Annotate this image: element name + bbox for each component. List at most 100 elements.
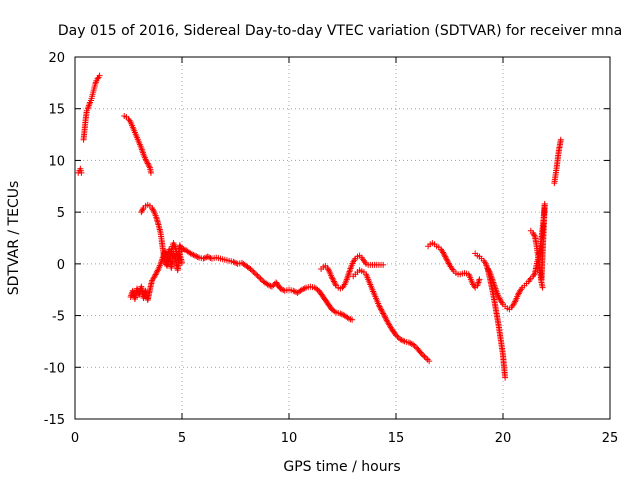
- data-point: [190, 251, 197, 258]
- y-tick-label: 15: [48, 103, 65, 118]
- data-point: [251, 270, 258, 277]
- data-point: [253, 271, 260, 278]
- data-point: [248, 267, 255, 274]
- x-tick-label: 0: [71, 431, 79, 446]
- data-point: [144, 160, 151, 167]
- data-point: [330, 278, 337, 285]
- data-point: [278, 286, 285, 293]
- data-point: [151, 274, 158, 281]
- data-point: [151, 272, 158, 279]
- data-point: [144, 159, 151, 166]
- y-tick-label: -10: [44, 361, 65, 376]
- data-point: [268, 283, 275, 290]
- data-point: [539, 284, 546, 291]
- data-point: [514, 291, 521, 298]
- data-point: [337, 310, 344, 317]
- data-point: [349, 316, 356, 323]
- data-point: [331, 279, 338, 286]
- data-point: [138, 209, 145, 216]
- data-point: [201, 254, 208, 261]
- axis-ticks: [74, 56, 611, 420]
- y-tick-labels: -15 -10 -5 0 5 10 15 20: [44, 51, 65, 428]
- data-point: [383, 316, 390, 323]
- data-point: [421, 353, 428, 360]
- data-point: [254, 272, 261, 279]
- data-point: [152, 271, 159, 278]
- data-point: [149, 205, 156, 212]
- data-point: [512, 298, 519, 305]
- data-point: [418, 350, 425, 357]
- data-point: [264, 281, 271, 288]
- data-point: [179, 245, 185, 252]
- data-point: [380, 311, 387, 318]
- data-point: [200, 255, 207, 262]
- data-point: [277, 285, 284, 292]
- data-point: [146, 163, 153, 170]
- data-point: [411, 342, 418, 349]
- data-point: [515, 290, 522, 297]
- data-point: [154, 268, 161, 275]
- data-point: [441, 252, 448, 259]
- data-point: [379, 309, 386, 316]
- data-point: [476, 276, 483, 283]
- data-point: [486, 268, 493, 275]
- data-point: [94, 75, 101, 82]
- plot-frame: [74, 56, 611, 420]
- data-point: [331, 308, 338, 315]
- y-tick-label: 20: [48, 51, 65, 66]
- x-tick-labels: 0 5 10 15 20 25: [71, 431, 618, 446]
- data-point: [206, 254, 213, 261]
- data-point: [325, 266, 332, 273]
- x-tick-label: 25: [602, 431, 619, 446]
- data-point: [378, 306, 385, 313]
- data-point: [188, 251, 195, 258]
- data-point: [267, 282, 274, 289]
- data-point: [380, 310, 387, 317]
- data-point: [139, 207, 146, 214]
- data-point: [502, 374, 509, 381]
- data-point: [444, 257, 451, 264]
- data-point: [405, 339, 412, 346]
- data-point: [557, 136, 564, 143]
- data-point: [298, 286, 305, 293]
- data-point: [400, 337, 407, 344]
- data-point: [511, 299, 518, 306]
- data-point: [378, 307, 385, 314]
- data-point: [247, 266, 254, 273]
- data-point: [324, 264, 331, 271]
- data-point: [475, 279, 482, 286]
- data-point: [496, 295, 503, 302]
- data-point: [440, 250, 447, 257]
- data-point: [398, 337, 405, 344]
- data-point: [393, 332, 399, 339]
- data-point: [375, 302, 382, 309]
- data-point: [485, 267, 492, 274]
- data-point: [381, 313, 388, 320]
- x-tick-label: 10: [281, 431, 298, 446]
- data-point: [531, 232, 538, 239]
- data-point: [193, 253, 200, 260]
- data-point: [376, 303, 383, 310]
- data-point: [332, 281, 339, 288]
- chart-title: Day 015 of 2016, Sidereal Day-to-day VTE…: [58, 23, 622, 39]
- data-point: [442, 254, 449, 261]
- data-point: [526, 276, 533, 283]
- data-point: [154, 267, 161, 274]
- data-point: [445, 259, 452, 266]
- data-point: [150, 207, 157, 214]
- data-point: [85, 102, 92, 109]
- data-point: [142, 156, 149, 163]
- x-tick-label: 20: [495, 431, 512, 446]
- data-point: [180, 246, 187, 253]
- data-point: [290, 287, 297, 294]
- y-tick-label: 10: [48, 154, 65, 169]
- data-point: [530, 231, 537, 238]
- data-point: [382, 314, 389, 321]
- data-point: [256, 274, 263, 281]
- x-tick-label: 5: [178, 431, 186, 446]
- y-tick-label: -15: [44, 413, 65, 428]
- data-point: [485, 266, 492, 273]
- y-axis-label: SDTVAR / TECUs: [6, 181, 22, 296]
- data-point: [147, 169, 154, 176]
